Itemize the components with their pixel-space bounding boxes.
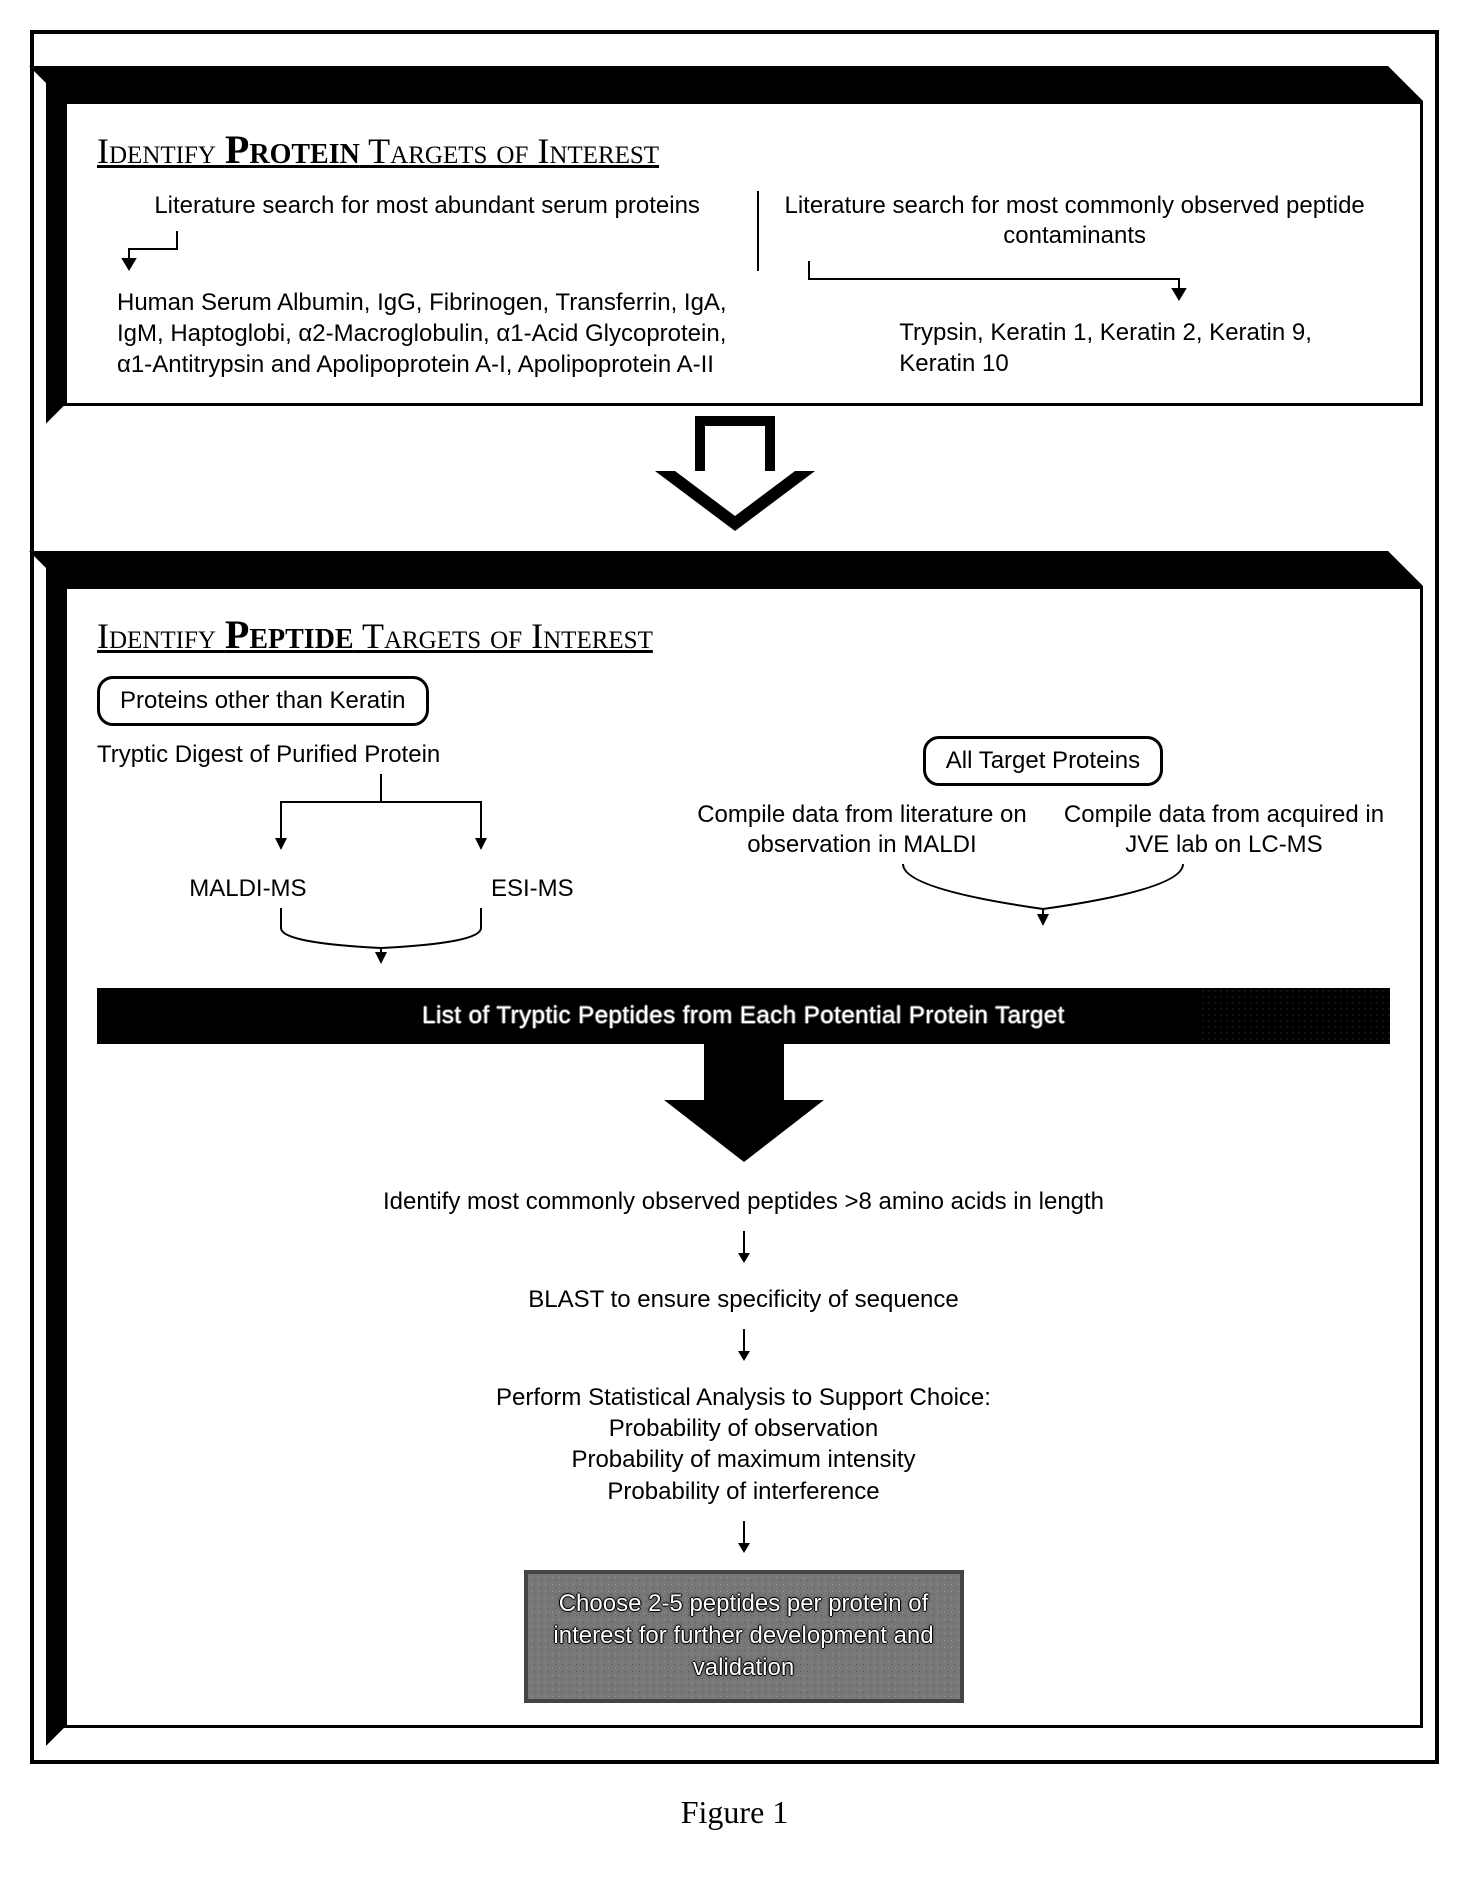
big-arrow-between xyxy=(46,416,1423,541)
protein-right-header: Literature search for most commonly obse… xyxy=(779,191,1370,251)
compile-lit-label: Compile data from literature on observat… xyxy=(696,800,1028,860)
protein-right-list: Trypsin, Keratin 1, Keratin 2, Keratin 9… xyxy=(779,317,1370,379)
tryptic-peptides-bar: List of Tryptic Peptides from Each Poten… xyxy=(97,988,1390,1044)
black-bar-text: List of Tryptic Peptides from Each Poten… xyxy=(422,1002,1065,1029)
section-protein-box: Identify Protein Targets of Interest Lit… xyxy=(46,66,1423,406)
figure-frame: Identify Protein Targets of Interest Lit… xyxy=(30,30,1439,1764)
arrow-icon xyxy=(779,259,1370,309)
section-protein-title: Identify Protein Targets of Interest xyxy=(97,126,1390,173)
box3d-top-face xyxy=(46,551,1423,586)
tryptic-digest-label: Tryptic Digest of Purified Protein xyxy=(97,740,666,770)
bar-texture xyxy=(1200,988,1390,1044)
title-post: Targets of Interest xyxy=(354,616,653,656)
arrow-icon xyxy=(97,1231,1390,1270)
box3d-side-face xyxy=(46,101,64,406)
stats-intro: Perform Statistical Analysis to Support … xyxy=(97,1382,1390,1413)
converge-arrow-icon xyxy=(793,864,1293,934)
section-peptide-box: Identify Peptide Targets of Interest Pro… xyxy=(46,551,1423,1728)
arrow-icon xyxy=(117,229,737,279)
peptide-layout: Proteins other than Keratin Tryptic Dige… xyxy=(97,676,1390,1703)
protein-two-col: Literature search for most abundant seru… xyxy=(97,191,1390,381)
box3d-side-face xyxy=(46,586,64,1728)
title-post: Targets of Interest xyxy=(360,131,659,171)
peptide-upper-row: Proteins other than Keratin Tryptic Dige… xyxy=(97,676,1390,978)
esi-label: ESI-MS xyxy=(491,874,574,904)
peptide-left-branch: Proteins other than Keratin Tryptic Dige… xyxy=(97,676,666,978)
title-pre: Identify xyxy=(97,131,225,171)
converge-arrow-icon xyxy=(231,908,531,968)
blast-step: BLAST to ensure specificity of sequence xyxy=(97,1284,1390,1315)
compile-lab-label: Compile data from acquired in JVE lab on… xyxy=(1058,800,1390,860)
section-peptide-face: Identify Peptide Targets of Interest Pro… xyxy=(64,586,1423,1728)
section-peptide-title: Identify Peptide Targets of Interest xyxy=(97,611,1390,658)
identify-step: Identify most commonly observed peptides… xyxy=(97,1186,1390,1217)
stats-line-2: Probability of maximum intensity xyxy=(97,1444,1390,1475)
final-result-text: Choose 2-5 peptides per protein of inter… xyxy=(553,1590,933,1682)
ms-row: MALDI-MS ESI-MS xyxy=(97,874,666,904)
arrow-icon xyxy=(97,1521,1390,1560)
branch-arrow-icon xyxy=(231,774,531,864)
stats-line-3: Probability of interference xyxy=(97,1476,1390,1507)
box3d-top-face xyxy=(46,66,1423,101)
pill-proteins-other: Proteins other than Keratin xyxy=(97,676,429,726)
final-result-box: Choose 2-5 peptides per protein of inter… xyxy=(524,1570,964,1703)
compile-row: Compile data from literature on observat… xyxy=(696,800,1390,860)
arrow-icon xyxy=(97,1329,1390,1368)
pill-all-target: All Target Proteins xyxy=(923,736,1163,786)
stats-line-1: Probability of observation xyxy=(97,1413,1390,1444)
protein-left-header: Literature search for most abundant seru… xyxy=(117,191,737,221)
protein-col-left: Literature search for most abundant seru… xyxy=(97,191,757,381)
figure-caption: Figure 1 xyxy=(30,1794,1439,1831)
peptide-right-branch: All Target Proteins Compile data from li… xyxy=(666,676,1390,944)
title-emph: Peptide xyxy=(225,612,354,657)
title-pre: Identify xyxy=(97,616,225,656)
protein-col-right: Literature search for most commonly obse… xyxy=(759,191,1390,381)
protein-left-list: Human Serum Albumin, IgG, Fibrinogen, Tr… xyxy=(117,287,737,381)
section-protein-face: Identify Protein Targets of Interest Lit… xyxy=(64,101,1423,406)
title-emph: Protein xyxy=(225,127,360,172)
stats-step: Perform Statistical Analysis to Support … xyxy=(97,1382,1390,1507)
maldi-label: MALDI-MS xyxy=(189,874,306,904)
big-arrow-under-bar xyxy=(97,1042,1390,1172)
